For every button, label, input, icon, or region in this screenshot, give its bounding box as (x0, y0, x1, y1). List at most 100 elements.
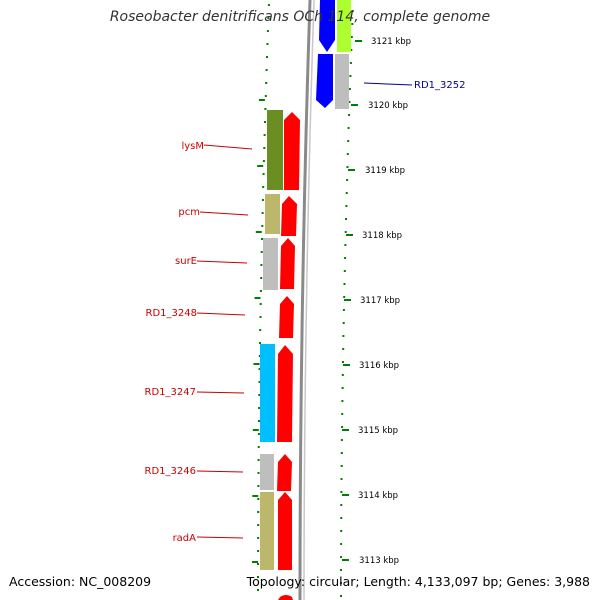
tick-dot (343, 283, 346, 285)
tick-dot (261, 238, 263, 240)
tick-dot (257, 433, 260, 435)
tick-dot (257, 563, 259, 565)
gene-radA-category (260, 492, 274, 570)
gene-pcm-arrow (281, 196, 297, 236)
label-pcm: pcm (178, 207, 200, 218)
tick-dot (266, 43, 269, 45)
tick-dot (262, 160, 265, 162)
tick-dot (264, 95, 267, 97)
gene-lime-top (337, 0, 351, 52)
tick-dot (351, 23, 354, 25)
label-RD1-3246: RD1_3246 (145, 466, 196, 477)
tick-dot (259, 316, 262, 318)
tick-dot (340, 543, 343, 545)
tick-dot (340, 439, 343, 441)
tick-dot (348, 114, 351, 116)
backbone-outer (298, 0, 312, 600)
tick-dot (340, 517, 343, 519)
label-radA: radA (173, 533, 197, 544)
tick-dot (347, 140, 350, 142)
tick-dot (266, 56, 268, 58)
tick-dot (257, 537, 260, 539)
tick-dot (258, 407, 261, 409)
kbp-label-3120: 3120 kbp (368, 101, 408, 111)
gene-surE-arrow (280, 238, 295, 289)
tick-dot (264, 108, 267, 110)
tick-dot (340, 556, 343, 558)
gene-RD1-3246-arrow (277, 454, 292, 491)
leader-RD1-3252 (363, 82, 413, 86)
leader-radA (196, 536, 244, 539)
gene-blue-rd1-3252 (316, 54, 333, 108)
tick-dot (261, 212, 264, 214)
tick-dot (341, 413, 344, 415)
tick-dot (265, 82, 268, 84)
label-lysM: lysM (181, 141, 204, 152)
kbp-label-3119: 3119 kbp (365, 166, 405, 176)
gene-RD1-3247-arrow (277, 345, 293, 442)
tick-dot (257, 498, 260, 500)
topology-text: Topology: circular; Length: 4,133,097 bp… (246, 574, 590, 589)
gene-radA-arrow (278, 492, 292, 570)
tick-dot (261, 199, 264, 201)
leader-RD1-3248 (196, 312, 246, 316)
tick-dot (263, 134, 266, 136)
kbp-label-3121: 3121 kbp (371, 37, 411, 47)
tick-dot (344, 257, 347, 259)
gene-gray-top (335, 54, 349, 109)
tick-dot (260, 251, 263, 253)
tick-dot (346, 179, 349, 181)
tick-dot (257, 511, 260, 513)
tick-dot (263, 147, 266, 149)
tick-dot (349, 75, 352, 77)
tick-dot (350, 36, 353, 38)
tick-dot (340, 595, 342, 597)
tick-dot (341, 400, 344, 402)
tick-dot (340, 530, 343, 532)
tick-dot (259, 303, 262, 305)
kbp-label-3114: 3114 kbp (358, 491, 398, 501)
leader-lysM (203, 144, 253, 150)
accession-text: Accession: NC_008209 (9, 574, 152, 589)
tick-dot (341, 374, 344, 376)
tick-dot (258, 368, 261, 370)
gene-pcm-category (265, 194, 280, 234)
tick-dot (257, 589, 259, 591)
gene-RD1-3246-category (260, 454, 274, 490)
tick-dot (258, 381, 261, 383)
tick-dot (340, 491, 343, 493)
leader-pcm (199, 211, 249, 216)
tick-dot (340, 465, 343, 467)
tick-dot (342, 322, 345, 324)
tick-dot (262, 173, 265, 175)
tick-dot (349, 62, 352, 64)
tick-dot (340, 569, 342, 571)
gene-partial-bottom (278, 595, 293, 600)
tick-dot (344, 244, 347, 246)
tick-dot (343, 296, 346, 298)
map-title: Roseobacter denitrificans OCh 114, compl… (109, 9, 491, 25)
tick-dot (340, 582, 342, 584)
tick-ring-inner (252, 4, 270, 591)
tick-dot (258, 394, 261, 396)
tick-dot (347, 127, 350, 129)
kbp-label-3113: 3113 kbp (359, 556, 399, 566)
tick-dot (342, 309, 345, 311)
label-RD1-3247: RD1_3247 (145, 387, 196, 398)
tick-dot (342, 348, 345, 350)
tick-dot (257, 550, 260, 552)
tick-dot (257, 524, 260, 526)
label-RD1-3248: RD1_3248 (146, 308, 197, 319)
leader-RD1-3247 (196, 391, 245, 394)
tick-dot (345, 192, 348, 194)
tick-ring-outer (340, 10, 354, 597)
tick-dot (340, 452, 343, 454)
tick-dot (266, 30, 269, 32)
tick-dot (351, 10, 354, 12)
tick-dot (257, 446, 260, 448)
tick-dot (345, 205, 348, 207)
tick-dot (267, 17, 270, 19)
tick-dot (262, 186, 265, 188)
tick-dot (257, 472, 260, 474)
